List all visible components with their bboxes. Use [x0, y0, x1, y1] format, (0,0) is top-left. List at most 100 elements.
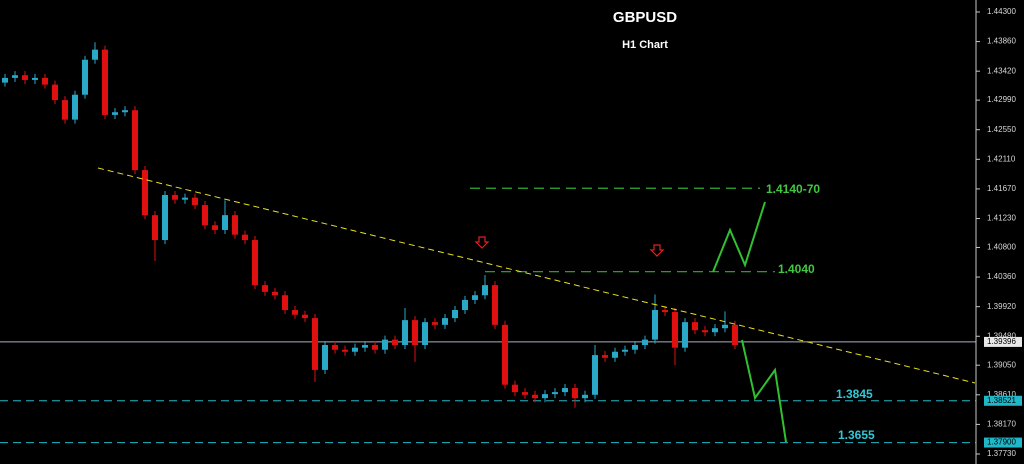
y-tick-label: 1.39050 [987, 360, 1016, 369]
projection-up [712, 201, 766, 273]
y-tick-label: 1.40360 [987, 272, 1016, 281]
candle-body [662, 310, 668, 313]
candle-body [322, 345, 328, 370]
y-tick-label: 1.43420 [987, 66, 1016, 75]
candle-body [342, 349, 348, 352]
candles [2, 42, 738, 408]
candle-body [642, 339, 648, 346]
candle-body [122, 110, 128, 113]
candle-body [372, 345, 378, 350]
candle-body [692, 322, 698, 331]
candle-body [562, 388, 568, 393]
candle-body [682, 322, 688, 348]
candle-body [632, 345, 638, 350]
candle-body [652, 310, 658, 340]
candle-body [112, 112, 118, 115]
y-tick-label: 1.37730 [987, 449, 1016, 458]
price-label: 1.37900 [987, 438, 1016, 447]
y-tick-label: 1.38610 [987, 390, 1016, 399]
candle-body [402, 320, 408, 346]
candle-body [672, 312, 678, 348]
annotation: 1.4040 [778, 262, 815, 276]
candle-body [432, 322, 438, 325]
candle-body [212, 225, 218, 230]
candle-body [132, 110, 138, 171]
chart-title: GBPUSD [613, 9, 677, 26]
candle-body [292, 310, 298, 315]
y-tick-label: 1.40800 [987, 243, 1016, 252]
candle-body [62, 100, 68, 120]
annotation: 1.3655 [838, 428, 875, 442]
candle-body [352, 347, 358, 352]
candle-body [152, 215, 158, 241]
candle-body [232, 215, 238, 235]
projection-down [741, 339, 787, 443]
y-tick-label: 1.42110 [987, 154, 1016, 163]
price-lines [0, 187, 976, 444]
candle-body [582, 394, 588, 399]
candle-body [552, 392, 558, 395]
candle-body [622, 349, 628, 352]
candle-body [202, 205, 208, 226]
price-box [984, 437, 1022, 448]
candle-body [282, 295, 288, 311]
candle-body [162, 194, 168, 241]
candle-body [332, 345, 338, 350]
candle-body [412, 320, 418, 346]
candle-body [102, 49, 108, 115]
candle-body [192, 197, 198, 206]
y-tick-label: 1.42550 [987, 125, 1016, 134]
candle-body [242, 234, 248, 241]
trend-line [97, 167, 976, 384]
candle-body [22, 75, 28, 80]
price-label: 1.38521 [987, 396, 1016, 405]
candle-body [182, 197, 188, 200]
annotation: 1.3845 [836, 387, 873, 401]
y-tick-label: 1.41670 [987, 184, 1016, 193]
chart-subtitle: H1 Chart [622, 39, 668, 51]
candle-body [522, 392, 528, 395]
candle-body [612, 351, 618, 358]
y-tick-label: 1.44300 [987, 7, 1016, 16]
candle-body [382, 339, 388, 350]
candle-body [32, 77, 38, 80]
y-tick-label: 1.38170 [987, 420, 1016, 429]
candle-body [602, 355, 608, 358]
candle-body [482, 285, 488, 296]
candle-body [252, 240, 258, 286]
candle-body [72, 94, 78, 120]
annotation: 1.4140-70 [766, 182, 820, 196]
candle-body [422, 322, 428, 346]
price-label: 1.39396 [987, 337, 1016, 346]
candle-body [702, 330, 708, 333]
candle-body [492, 285, 498, 325]
candle-body [462, 299, 468, 311]
y-axis-labels: 1.44300 1.43860 1.43420 1.42990 1.42550 1.421… [976, 7, 1022, 458]
candle-body [92, 49, 98, 60]
candle-body [442, 318, 448, 325]
candle-body [362, 345, 368, 348]
candle-body [52, 84, 58, 101]
candle-body [12, 75, 18, 78]
candle-body [472, 295, 478, 300]
candle-body [452, 310, 458, 319]
candle-body [712, 328, 718, 333]
candle-body [2, 77, 8, 83]
candle-body [302, 314, 308, 319]
y-tick-label: 1.43860 [987, 37, 1016, 46]
candle-body [142, 170, 148, 216]
candle-body [262, 285, 268, 292]
candle-body [572, 388, 578, 399]
candle-body [172, 194, 178, 200]
candle-body [512, 384, 518, 393]
candle-body [502, 324, 508, 385]
candle-body [222, 215, 228, 230]
candle-body [732, 324, 738, 346]
candle-body [592, 355, 598, 395]
candle-body [722, 324, 728, 329]
candle-body [312, 318, 318, 370]
price-box [984, 336, 1022, 347]
y-tick-label: 1.39480 [987, 331, 1016, 340]
candle-body [532, 394, 538, 399]
